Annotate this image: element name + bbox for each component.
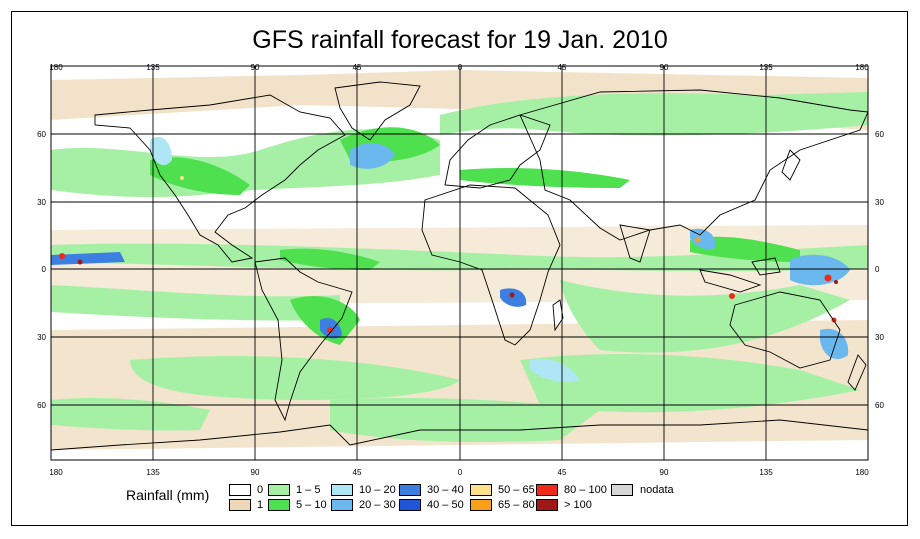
legend-label: 1 xyxy=(257,499,264,511)
legend-label: 0 xyxy=(257,484,264,496)
left-lat-label: 60 xyxy=(37,130,46,139)
map-title: GFS rainfall forecast for 19 Jan. 2010 xyxy=(252,26,668,54)
legend-label: 65 – 80 xyxy=(498,499,535,511)
legend-swatch xyxy=(331,499,353,511)
bottom-lon-label: 90 xyxy=(251,468,260,477)
legend-swatch xyxy=(470,499,492,511)
right-lat-label: 30 xyxy=(875,198,884,207)
legend-swatch xyxy=(331,484,353,496)
legend-label: 40 – 50 xyxy=(427,499,464,511)
left-lat-label: 30 xyxy=(37,198,46,207)
legend-swatch xyxy=(611,484,633,496)
top-lon-label: 90 xyxy=(251,63,260,72)
graticule xyxy=(51,66,868,460)
left-lat-label: 0 xyxy=(42,265,47,274)
map-border xyxy=(50,65,869,461)
legend-swatch xyxy=(536,499,558,511)
top-lon-label: 45 xyxy=(353,63,362,72)
bottom-lon-label: 90 xyxy=(660,468,669,477)
legend-label: 5 – 10 xyxy=(296,499,327,511)
legend-swatch xyxy=(399,499,421,511)
legend-label: 80 – 100 xyxy=(564,484,607,496)
left-lat-labels: 60 30 0 30 60 xyxy=(37,130,46,410)
legend-label: 20 – 30 xyxy=(359,499,396,511)
right-lat-label: 60 xyxy=(875,130,884,139)
bottom-lon-label: 180 xyxy=(49,468,63,477)
bottom-lon-label: 180 xyxy=(855,468,869,477)
legend-title: Rainfall (mm) xyxy=(126,487,210,503)
top-lon-label: 0 xyxy=(458,63,463,72)
bottom-lon-label: 45 xyxy=(558,468,567,477)
right-lat-labels: 60 30 0 30 60 xyxy=(875,130,884,410)
legend-label: 10 – 20 xyxy=(359,484,396,496)
bottom-lon-label: 135 xyxy=(146,468,160,477)
right-lat-label: 30 xyxy=(875,333,884,342)
left-lat-label: 30 xyxy=(37,333,46,342)
coastlines xyxy=(50,81,869,451)
legend-swatch xyxy=(268,499,290,511)
bottom-lon-label: 135 xyxy=(759,468,773,477)
right-lat-label: 0 xyxy=(875,265,880,274)
legend-swatch xyxy=(536,484,558,496)
top-lon-labels: 180 135 90 45 0 45 90 135 180 xyxy=(49,63,869,72)
legend-swatch xyxy=(229,499,251,511)
legend-swatch xyxy=(470,484,492,496)
top-lon-label: 45 xyxy=(558,63,567,72)
legend-label: 1 – 5 xyxy=(296,484,321,496)
right-lat-label: 60 xyxy=(875,401,884,410)
legend-swatch xyxy=(268,484,290,496)
figure-frame xyxy=(11,11,908,526)
edge-ticks xyxy=(50,66,869,460)
top-lon-label: 180 xyxy=(855,63,869,72)
top-lon-label: 135 xyxy=(759,63,773,72)
legend-label: > 100 xyxy=(564,499,592,511)
bottom-lon-labels: 180 135 90 45 0 45 90 135 180 xyxy=(49,468,869,477)
legend-swatch xyxy=(229,484,251,496)
legend-label: nodata xyxy=(640,484,674,496)
top-lon-label: 180 xyxy=(49,63,63,72)
left-lat-label: 60 xyxy=(37,401,46,410)
bottom-lon-label: 45 xyxy=(353,468,362,477)
legend-label: 30 – 40 xyxy=(427,484,464,496)
bottom-lon-label: 0 xyxy=(458,468,463,477)
legend-label: 50 – 65 xyxy=(498,484,535,496)
legend-swatch xyxy=(399,484,421,496)
top-lon-label: 135 xyxy=(146,63,160,72)
top-lon-label: 90 xyxy=(660,63,669,72)
